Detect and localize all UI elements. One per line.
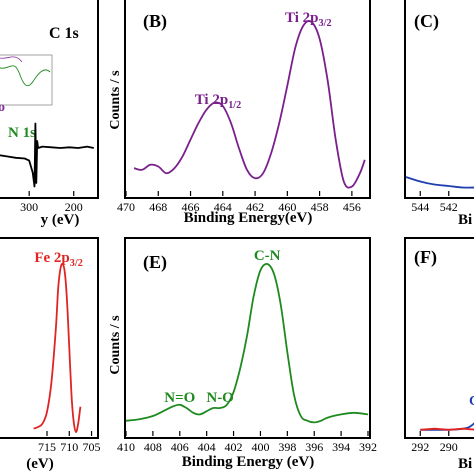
- panel-e-y-axis-title: Counts / s: [108, 315, 123, 375]
- peak-labels: Ti 2p1/2 Ti 2p3/2 Fe 2p3/2 N=O N-O C-N C=: [34, 10, 474, 409]
- panel-d-frame: [0, 237, 99, 439]
- panel-d-fe2p-curve: [33, 262, 82, 433]
- panel-b-x-tick-label: 466: [182, 200, 200, 214]
- panel-b-peak-label: Ti 2p3/2: [285, 10, 332, 29]
- panel-b-y-axis-title: Counts / s: [108, 70, 123, 130]
- panel-b-x-tick-label: 460: [278, 200, 296, 214]
- panel-a-survey-curve: [0, 122, 94, 188]
- panel-b-x-tick-label: 470: [117, 200, 135, 214]
- panel-a-inset-curve-2: [0, 56, 23, 63]
- panel-d-x-tick-label: 715: [38, 440, 56, 454]
- panel-f-peak-label: C=: [469, 394, 474, 409]
- panel-e-frame: [124, 237, 371, 439]
- data-curves: [0, 20, 474, 433]
- panel-e-x-tick-label: 396: [305, 440, 323, 454]
- panel-e-x-tick-label: 402: [225, 440, 243, 454]
- panel-a-x-axis-title: y (eV): [41, 212, 80, 228]
- panel-d-peak-label: Fe 2p3/2: [34, 250, 82, 269]
- axis-ticks: 300 200 470 468 466 464 462 460 458 456 544 542 715 7…: [20, 191, 458, 454]
- panel-a-n1s-label: N 1s: [8, 125, 36, 141]
- panel-frames: [0, 0, 474, 439]
- panel-b-x-tick-label: 462: [246, 200, 264, 214]
- panel-c-label: (C): [414, 11, 439, 32]
- panel-e-x-tick-label: 406: [171, 440, 189, 454]
- panel-a-inset-frame: [0, 54, 53, 106]
- panel-e-x-tick-label: 410: [117, 440, 135, 454]
- panel-f-frame: [404, 237, 474, 439]
- panel-f-x-tick-label: 292: [411, 440, 429, 454]
- panel-a-o-label: o: [0, 100, 5, 115]
- panel-b-x-tick-label: 458: [311, 200, 329, 214]
- panel-a-inset-curve: [0, 65, 51, 87]
- panel-c-frame: [404, 0, 474, 199]
- panel-b-label: (B): [143, 11, 167, 32]
- panel-e-x-tick-label: 404: [198, 440, 216, 454]
- panel-c-x-tick-label: 544: [411, 200, 429, 214]
- panel-a-frame: [0, 0, 99, 199]
- panel-b-peak-label: Ti 2p1/2: [195, 92, 242, 111]
- panel-e-x-tick-label: 408: [144, 440, 162, 454]
- panel-c-o1s-curve: [405, 176, 474, 189]
- panel-b-x-tick-label: 456: [343, 200, 361, 214]
- panel-f-c1s-curve-red: [420, 427, 474, 431]
- panel-b-x-tick-label: 464: [214, 200, 232, 214]
- panel-f-label: (F): [414, 247, 437, 268]
- panel-e-x-tick-label: 392: [359, 440, 377, 454]
- panel-e-x-tick-label: 394: [332, 440, 350, 454]
- panel-c-x-axis-title: Bi: [458, 212, 472, 228]
- panel-a-x-tick-label: 300: [20, 200, 38, 214]
- panel-e-peak-label: N=O: [164, 390, 195, 406]
- panel-b-frame: [124, 0, 371, 199]
- panel-a-inset: [0, 54, 53, 106]
- panel-e-peak-label: C-N: [254, 248, 281, 264]
- panel-e-label: (E): [143, 252, 167, 273]
- panel-e-x-tick-label: 398: [278, 440, 296, 454]
- panel-b-ti2p-curve: [133, 20, 366, 189]
- panel-b-x-axis-title: Binding Energy(eV): [184, 210, 313, 226]
- panel-d-x-tick-label: 710: [60, 440, 78, 454]
- panel-b-x-tick-label: 468: [149, 200, 167, 214]
- panel-e-x-tick-label: 400: [251, 440, 269, 454]
- panel-f-x-tick-label: 290: [440, 440, 458, 454]
- panel-e-n1s-curve: [125, 263, 369, 424]
- panel-e-peak-label: N-O: [206, 390, 234, 406]
- panel-a-c1s-label: C 1s: [49, 25, 79, 42]
- panel-a-x-tick-label: 200: [65, 200, 83, 214]
- panel-d-x-tick-label: 705: [83, 440, 101, 454]
- panel-e-x-axis-title: Binding Energy (eV): [182, 454, 315, 470]
- panel-f-x-axis-title: Bi: [458, 456, 472, 472]
- panel-c-x-tick-label: 542: [440, 200, 458, 214]
- panel-d-x-axis-title: (eV): [26, 456, 53, 472]
